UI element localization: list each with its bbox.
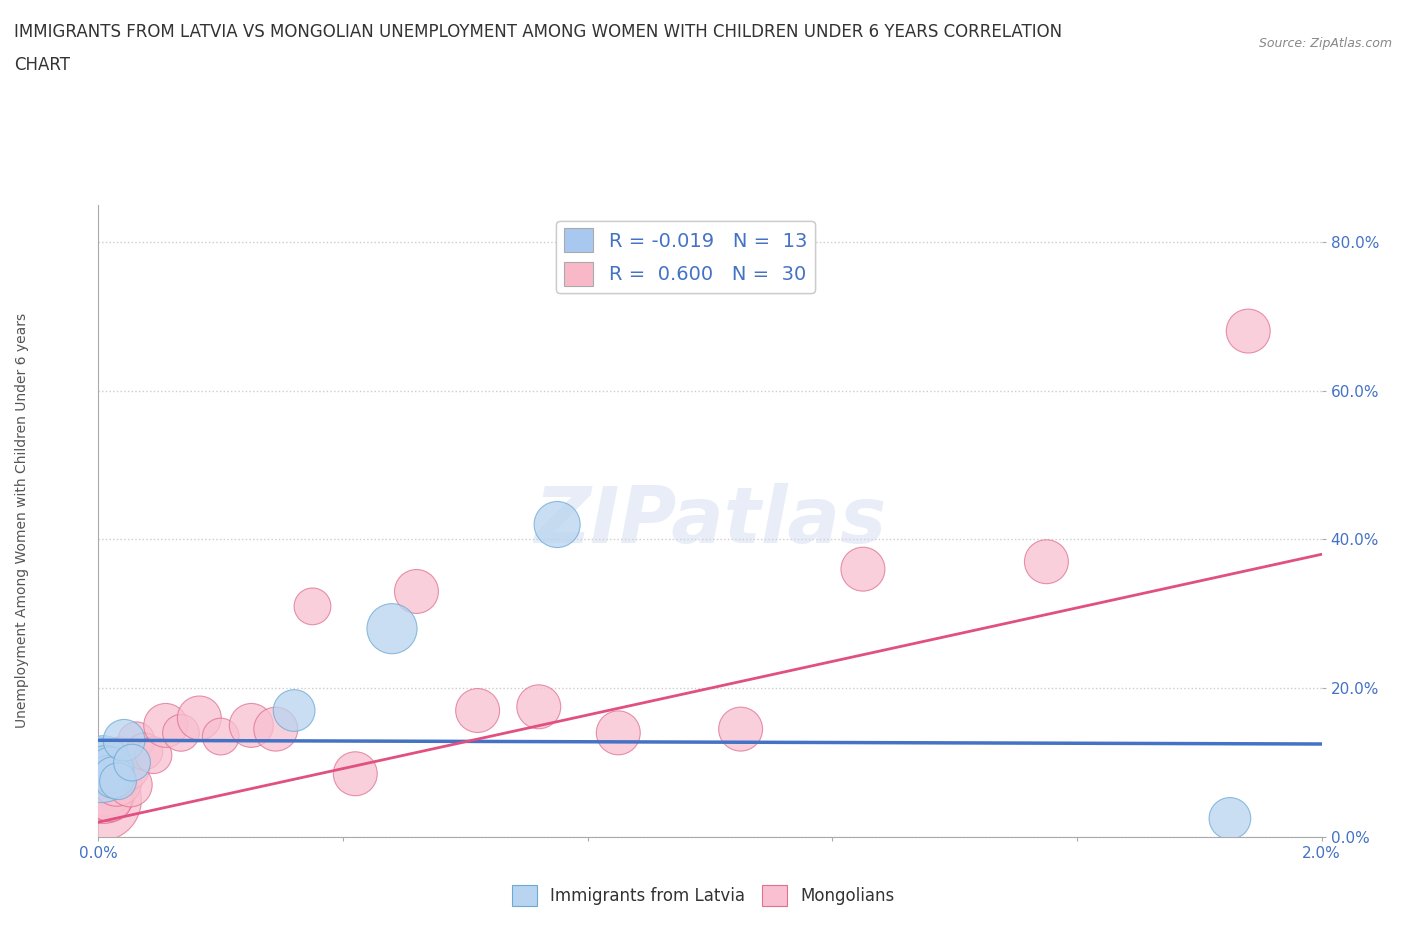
Point <box>97 766 120 781</box>
Text: IMMIGRANTS FROM LATVIA VS MONGOLIAN UNEMPLOYMENT AMONG WOMEN WITH CHILDREN UNDER: IMMIGRANTS FROM LATVIA VS MONGOLIAN UNEM… <box>14 23 1062 41</box>
Text: CHART: CHART <box>14 56 70 73</box>
Point <box>344 766 367 781</box>
Point <box>94 759 117 774</box>
Point <box>94 781 117 796</box>
Point <box>188 711 211 725</box>
Point <box>90 763 112 777</box>
Legend: Immigrants from Latvia, Mongolians: Immigrants from Latvia, Mongolians <box>505 879 901 912</box>
Text: ZIPatlas: ZIPatlas <box>534 483 886 559</box>
Point <box>97 789 120 804</box>
Point <box>120 777 142 792</box>
Point <box>405 584 427 599</box>
Point <box>730 722 752 737</box>
Point <box>110 751 132 766</box>
Point <box>1219 811 1241 826</box>
Point <box>607 725 630 740</box>
Point <box>381 621 404 636</box>
Point <box>170 725 193 740</box>
Point <box>91 774 114 789</box>
Point <box>121 755 143 770</box>
Point <box>467 703 489 718</box>
Point <box>93 785 115 800</box>
Point <box>125 733 148 748</box>
Point <box>546 517 568 532</box>
Point <box>134 744 156 759</box>
Point <box>142 748 165 763</box>
Point <box>1035 554 1057 569</box>
Point <box>527 699 550 714</box>
Point <box>155 718 177 733</box>
Text: Source: ZipAtlas.com: Source: ZipAtlas.com <box>1258 37 1392 50</box>
Point <box>301 599 323 614</box>
Point <box>1237 324 1260 339</box>
Point <box>852 562 875 577</box>
Point <box>89 792 111 807</box>
Point <box>105 774 128 789</box>
Point <box>240 718 263 733</box>
Y-axis label: Unemployment Among Women with Children Under 6 years: Unemployment Among Women with Children U… <box>15 313 30 728</box>
Point <box>100 763 122 777</box>
Point <box>209 729 232 744</box>
Point <box>107 774 129 789</box>
Point <box>264 722 287 737</box>
Point <box>112 733 135 748</box>
Point <box>91 755 114 770</box>
Point <box>98 792 121 807</box>
Point <box>103 770 125 785</box>
Point <box>101 766 124 781</box>
Point <box>283 703 305 718</box>
Legend: R = -0.019   N =  13, R =  0.600   N =  30: R = -0.019 N = 13, R = 0.600 N = 30 <box>557 220 815 293</box>
Point <box>114 759 136 774</box>
